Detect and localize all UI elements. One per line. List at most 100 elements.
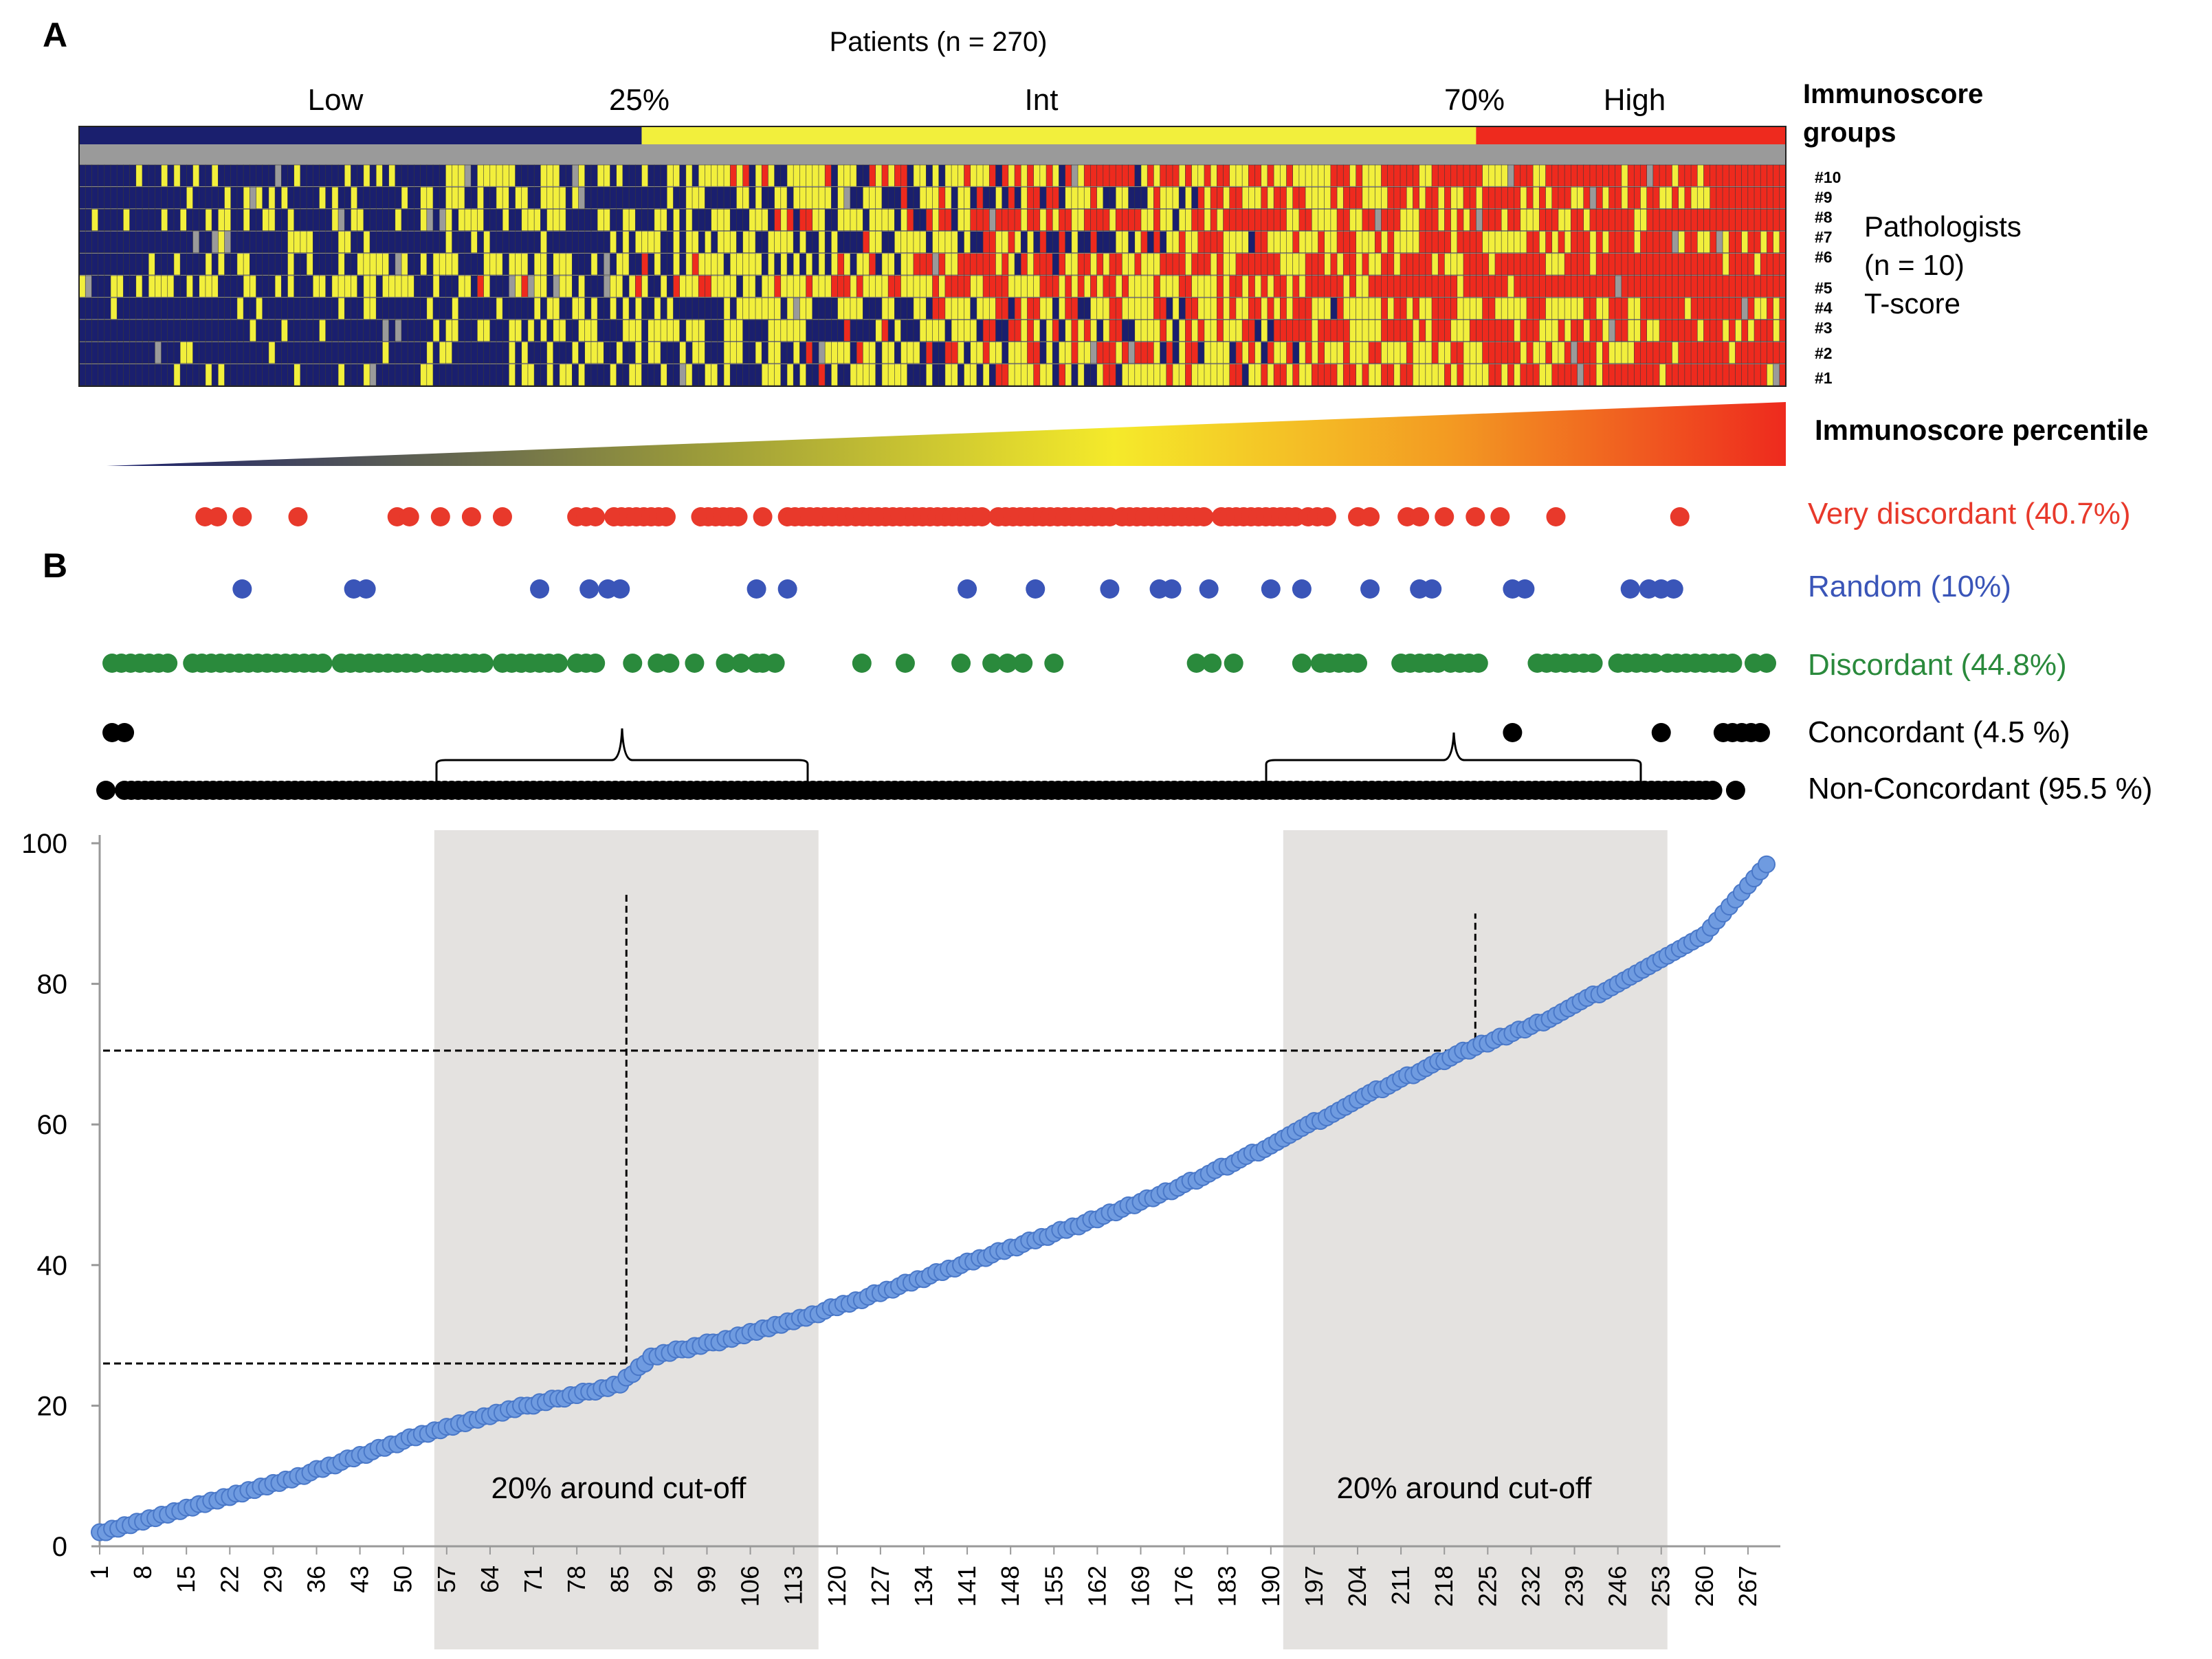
- heatmap-cell: [1356, 364, 1363, 386]
- heatmap-cell: [1767, 209, 1774, 231]
- heatmap-cell: [1767, 275, 1774, 298]
- heatmap-cell: [1615, 320, 1622, 342]
- heatmap-cell: [395, 164, 402, 187]
- heatmap-cell: [312, 297, 320, 320]
- heatmap-cell: [1008, 209, 1015, 231]
- heatmap-cell: [483, 231, 491, 254]
- heatmap-cell: [1381, 320, 1389, 342]
- heatmap-cell: [351, 342, 358, 364]
- heatmap-cell: [1696, 297, 1705, 320]
- heatmap-cell: [1621, 275, 1628, 298]
- heatmap-cell: [774, 297, 782, 320]
- category-dot: [685, 654, 705, 673]
- heatmap-cell: [218, 275, 225, 298]
- heatmap-cell: [249, 209, 257, 231]
- heatmap-cell: [654, 209, 661, 231]
- heatmap-cell: [1217, 342, 1224, 364]
- x-tick-label: 148: [996, 1566, 1024, 1607]
- heatmap-cell: [887, 209, 896, 231]
- heatmap-cell: [970, 320, 977, 342]
- heatmap-cell: [123, 320, 131, 342]
- heatmap-cell: [1444, 320, 1452, 342]
- heatmap-cell: [1223, 164, 1230, 187]
- heatmap-cell: [274, 275, 282, 298]
- heatmap-cell: [331, 209, 339, 231]
- heatmap-cell: [559, 297, 566, 320]
- heatmap-cell: [1356, 253, 1363, 276]
- heatmap-cell: [509, 209, 516, 231]
- heatmap-cell: [1324, 186, 1331, 209]
- heatmap-cell: [1716, 209, 1723, 231]
- heatmap-cell: [129, 297, 137, 320]
- heatmap-cell: [1431, 253, 1439, 276]
- heatmap-cell: [1381, 164, 1389, 187]
- heatmap-cell: [268, 231, 276, 254]
- heatmap-cell: [1052, 186, 1060, 209]
- heatmap-cell: [179, 320, 188, 342]
- heatmap-cell: [1754, 253, 1761, 276]
- heatmap-cell: [211, 164, 219, 187]
- heatmap-cell: [1431, 209, 1439, 231]
- heatmap-cell: [142, 320, 149, 342]
- category-dot: [232, 507, 252, 526]
- heatmap-cell: [1457, 164, 1464, 187]
- heatmap-cell: [863, 297, 870, 320]
- heatmap-cell: [496, 164, 503, 187]
- heatmap-cell: [262, 275, 269, 298]
- heatmap-cell: [881, 164, 889, 187]
- heatmap-cell: [179, 164, 188, 187]
- heatmap-cell: [1292, 275, 1300, 298]
- heatmap-cell: [199, 186, 206, 209]
- heatmap-cell: [1286, 342, 1294, 364]
- row-label: #9: [1815, 188, 1833, 206]
- heatmap-cell: [1286, 164, 1294, 187]
- heatmap-cell: [1760, 342, 1768, 364]
- heatmap-cell: [1324, 231, 1331, 254]
- heatmap-cell: [1741, 186, 1749, 209]
- heatmap-cell: [205, 231, 212, 254]
- heatmap-cell: [1261, 164, 1268, 187]
- heatmap-cell: [477, 253, 485, 276]
- heatmap-cell: [496, 320, 503, 342]
- heatmap-cell: [1330, 164, 1338, 187]
- heatmap-cell: [692, 186, 699, 209]
- heatmap-cell: [957, 320, 965, 342]
- heatmap-cell: [331, 342, 339, 364]
- heatmap-cell: [91, 186, 99, 209]
- heatmap-cell: [1437, 164, 1446, 187]
- heatmap-cell: [793, 320, 801, 342]
- heatmap-cell: [1558, 231, 1565, 254]
- heatmap-cell: [186, 253, 194, 276]
- heatmap-cell: [1273, 364, 1281, 386]
- heatmap-cell: [1741, 231, 1749, 254]
- heatmap-cell: [142, 164, 149, 187]
- heatmap-cell: [831, 164, 839, 187]
- heatmap-cell: [1678, 364, 1685, 386]
- heatmap-cell: [1374, 209, 1382, 231]
- heatmap-cell: [755, 320, 762, 342]
- heatmap-cell: [205, 186, 212, 209]
- heatmap-cell: [1393, 342, 1401, 364]
- heatmap-cell: [1564, 320, 1572, 342]
- x-tick-label: 204: [1343, 1566, 1371, 1607]
- heatmap-cell: [205, 209, 212, 231]
- heatmap-cell: [590, 164, 598, 187]
- heatmap-cell: [1488, 297, 1496, 320]
- heatmap-cell: [287, 253, 295, 276]
- heatmap-cell: [1248, 253, 1256, 276]
- heatmap-cell: [1217, 164, 1224, 187]
- heatmap-cell: [1349, 231, 1357, 254]
- heatmap-cell: [711, 209, 718, 231]
- category-dot: [1757, 654, 1776, 673]
- heatmap-cell: [1115, 231, 1123, 254]
- heatmap-cell: [1204, 231, 1211, 254]
- heatmap-cell: [533, 231, 542, 254]
- heatmap-cell: [477, 164, 485, 187]
- heatmap-cell: [634, 342, 643, 364]
- heatmap-cell: [1633, 186, 1641, 209]
- heatmap-cell: [331, 231, 339, 254]
- heatmap-cell: [692, 275, 699, 298]
- heatmap-cell: [1602, 253, 1610, 276]
- heatmap-cell: [1134, 209, 1142, 231]
- heatmap-cell: [1387, 364, 1395, 386]
